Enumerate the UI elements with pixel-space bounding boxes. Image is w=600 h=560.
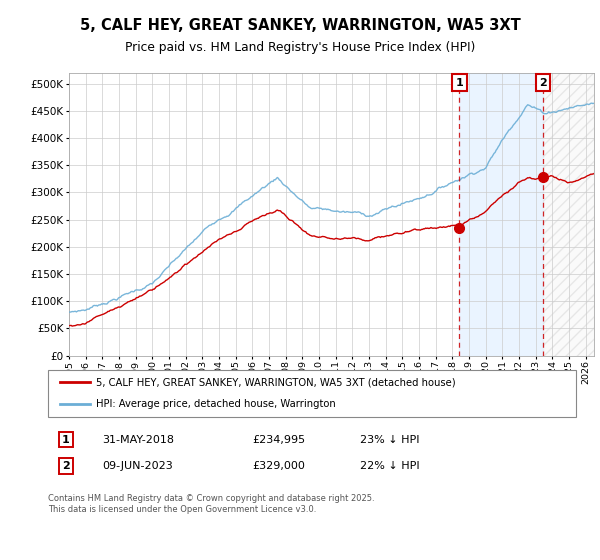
Text: £329,000: £329,000 <box>252 461 305 471</box>
Text: Price paid vs. HM Land Registry's House Price Index (HPI): Price paid vs. HM Land Registry's House … <box>125 40 475 54</box>
Text: 23% ↓ HPI: 23% ↓ HPI <box>360 435 419 445</box>
Text: 2: 2 <box>539 78 547 87</box>
Bar <box>459 73 543 356</box>
Text: £234,995: £234,995 <box>252 435 305 445</box>
Text: 09-JUN-2023: 09-JUN-2023 <box>102 461 173 471</box>
Text: 5, CALF HEY, GREAT SANKEY, WARRINGTON, WA5 3XT (detached house): 5, CALF HEY, GREAT SANKEY, WARRINGTON, W… <box>96 377 455 388</box>
Text: 5, CALF HEY, GREAT SANKEY, WARRINGTON, WA5 3XT: 5, CALF HEY, GREAT SANKEY, WARRINGTON, W… <box>80 18 520 32</box>
Text: Contains HM Land Registry data © Crown copyright and database right 2025.
This d: Contains HM Land Registry data © Crown c… <box>48 494 374 514</box>
Text: 1: 1 <box>62 435 70 445</box>
Text: 1: 1 <box>455 78 463 87</box>
Text: 31-MAY-2018: 31-MAY-2018 <box>102 435 174 445</box>
Text: HPI: Average price, detached house, Warrington: HPI: Average price, detached house, Warr… <box>96 399 336 409</box>
Bar <box>543 73 594 356</box>
Text: 2: 2 <box>62 461 70 471</box>
Text: 22% ↓ HPI: 22% ↓ HPI <box>360 461 419 471</box>
Bar <box>543 73 594 356</box>
